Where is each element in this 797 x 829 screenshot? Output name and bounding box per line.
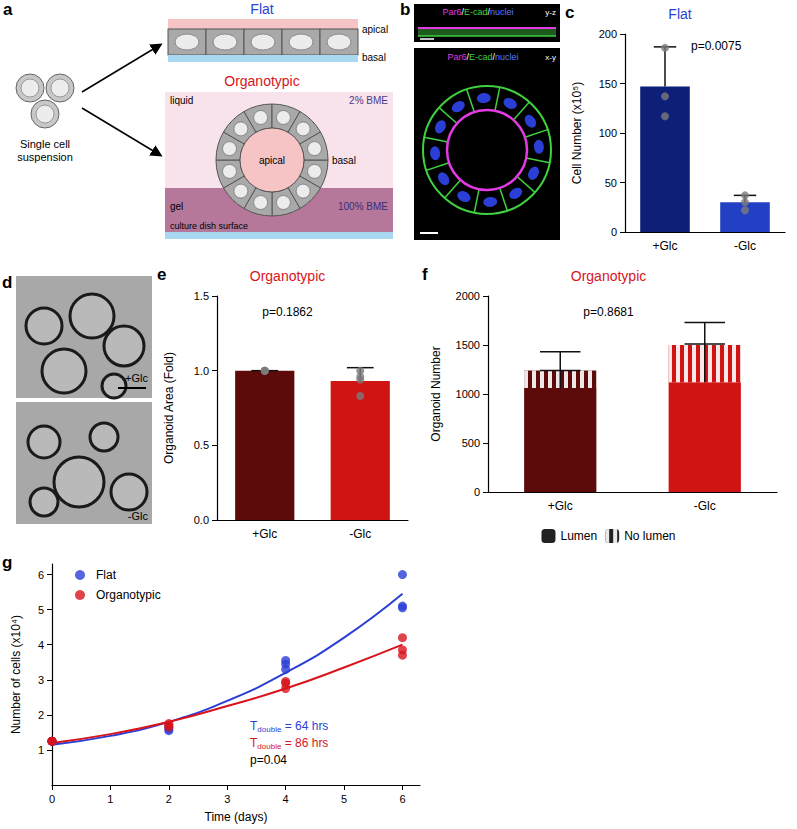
svg-text:basal: basal <box>362 52 386 63</box>
svg-text:500: 500 <box>462 437 480 449</box>
svg-text:apical: apical <box>362 24 388 35</box>
svg-text:e: e <box>157 265 166 284</box>
svg-text:3: 3 <box>224 793 230 805</box>
svg-text:-Glc: -Glc <box>734 239 756 253</box>
svg-text:Lumen: Lumen <box>560 529 597 543</box>
svg-text:culture dish surface: culture dish surface <box>170 221 248 231</box>
svg-text:x-y: x-y <box>545 53 556 62</box>
svg-text:2: 2 <box>38 709 44 721</box>
svg-text:+Glc: +Glc <box>252 527 277 541</box>
svg-text:suspension: suspension <box>17 151 73 163</box>
svg-text:-Glc: -Glc <box>694 499 716 513</box>
svg-text:5: 5 <box>38 604 44 616</box>
svg-text:+Glc: +Glc <box>548 499 573 513</box>
svg-text:double: double <box>257 742 282 751</box>
svg-text:100% BME: 100% BME <box>338 201 388 212</box>
svg-text:2: 2 <box>166 793 172 805</box>
svg-text:= 64 hrs: = 64 hrs <box>281 719 328 733</box>
svg-text:Number of cells (x10⁴): Number of cells (x10⁴) <box>9 615 23 734</box>
svg-text:p=0.04: p=0.04 <box>250 753 287 767</box>
svg-text:1.5: 1.5 <box>194 290 209 302</box>
svg-text:6: 6 <box>38 569 44 581</box>
svg-text:Organotypic: Organotypic <box>96 588 161 602</box>
svg-text:Cell Number (x10⁵): Cell Number (x10⁵) <box>570 82 584 184</box>
svg-text:Par6/E-cad/nuclei: Par6/E-cad/nuclei <box>442 7 513 17</box>
svg-text:T: T <box>250 719 258 733</box>
svg-text:50: 50 <box>605 177 617 189</box>
svg-text:1.0: 1.0 <box>194 365 209 377</box>
svg-text:basal: basal <box>332 155 356 166</box>
svg-text:gel: gel <box>170 201 183 212</box>
svg-text:Flat: Flat <box>96 568 117 582</box>
svg-text:a: a <box>3 0 13 19</box>
svg-text:p=0.0075: p=0.0075 <box>691 39 742 53</box>
svg-text:0: 0 <box>49 793 55 805</box>
svg-text:0.5: 0.5 <box>194 439 209 451</box>
svg-text:-Glc: -Glc <box>128 510 149 522</box>
svg-text:Organoid Number: Organoid Number <box>429 346 443 441</box>
svg-text:0: 0 <box>474 486 480 498</box>
svg-text:Organotypic: Organotypic <box>571 268 646 284</box>
svg-text:Organotypic: Organotypic <box>250 268 325 284</box>
svg-text:1: 1 <box>38 744 44 756</box>
svg-text:2% BME: 2% BME <box>349 95 388 106</box>
svg-text:Single cell: Single cell <box>20 138 70 150</box>
svg-text:No lumen: No lumen <box>624 529 675 543</box>
svg-text:2000: 2000 <box>456 290 480 302</box>
svg-text:g: g <box>2 553 12 572</box>
svg-text:b: b <box>400 0 410 19</box>
svg-text:c: c <box>565 3 574 22</box>
svg-text:+Glc: +Glc <box>125 372 148 384</box>
svg-text:Organotypic: Organotypic <box>224 73 299 89</box>
svg-text:apical: apical <box>259 155 285 166</box>
svg-text:y-z: y-z <box>545 8 556 17</box>
svg-text:double: double <box>257 725 282 734</box>
svg-text:p=0.1862: p=0.1862 <box>262 305 313 319</box>
svg-text:liquid: liquid <box>170 95 193 106</box>
svg-text:= 86 hrs: = 86 hrs <box>281 736 328 750</box>
svg-text:Par6/E-cad/nuclei: Par6/E-cad/nuclei <box>447 52 518 62</box>
svg-text:p=0.8681: p=0.8681 <box>583 305 634 319</box>
svg-text:Time (days): Time (days) <box>205 810 268 824</box>
svg-text:3: 3 <box>38 674 44 686</box>
svg-text:150: 150 <box>599 78 617 90</box>
svg-text:0: 0 <box>611 226 617 238</box>
svg-text:+Glc: +Glc <box>652 239 677 253</box>
svg-text:100: 100 <box>599 127 617 139</box>
svg-text:5: 5 <box>341 793 347 805</box>
svg-text:-Glc: -Glc <box>349 527 371 541</box>
svg-text:200: 200 <box>599 28 617 40</box>
svg-text:4: 4 <box>283 793 289 805</box>
svg-text:Organoid Area (Fold): Organoid Area (Fold) <box>162 352 176 464</box>
svg-text:Flat: Flat <box>250 1 273 17</box>
svg-text:Flat: Flat <box>668 6 691 22</box>
svg-text:T: T <box>250 736 258 750</box>
svg-text:1500: 1500 <box>456 339 480 351</box>
svg-text:d: d <box>2 273 12 292</box>
svg-text:4: 4 <box>38 639 44 651</box>
svg-text:0.0: 0.0 <box>194 514 209 526</box>
svg-text:1: 1 <box>107 793 113 805</box>
svg-text:6: 6 <box>399 793 405 805</box>
svg-text:f: f <box>422 265 428 284</box>
svg-text:1000: 1000 <box>456 388 480 400</box>
